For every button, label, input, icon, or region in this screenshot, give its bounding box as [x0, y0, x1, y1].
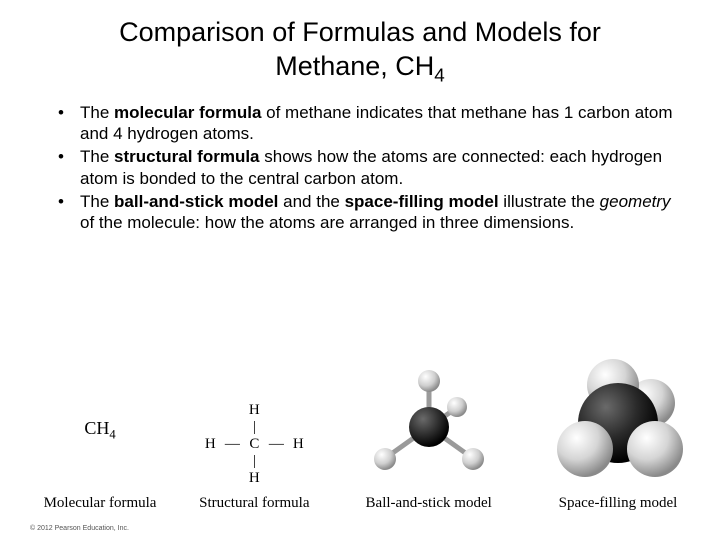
panel-ballstick: Ball-and-stick model: [339, 367, 519, 512]
caption-structural: Structural formula: [199, 495, 309, 512]
bullet-2: The structural formula shows how the ato…: [58, 146, 680, 189]
title-line2-pre: Methane, CH: [275, 51, 434, 81]
models-row: CH4 Molecular formula H | H—C—H | H Stru…: [30, 357, 708, 512]
panel-molecular: CH4 Molecular formula: [30, 418, 170, 512]
molecular-formula: CH4: [84, 418, 115, 443]
caption-spacefill: Space-filling model: [559, 495, 678, 512]
ballstick-svg: [359, 367, 499, 487]
slide: Comparison of Formulas and Models for Me…: [0, 0, 720, 540]
panel-spacefill: Space-filling model: [528, 357, 708, 512]
bullet-1: The molecular formula of methane indicat…: [58, 102, 680, 145]
copyright-text: © 2012 Pearson Education, Inc.: [30, 525, 129, 532]
structural-formula: H | H—C—H | H: [200, 401, 308, 487]
bullet-3: The ball-and-stick model and the space-f…: [58, 191, 680, 234]
caption-molecular: Molecular formula: [44, 495, 157, 512]
caption-ballstick: Ball-and-stick model: [366, 495, 492, 512]
title-line2-sub: 4: [434, 65, 445, 86]
panel-structural: H | H—C—H | H Structural formula: [179, 401, 329, 512]
spacefill-svg: [543, 357, 693, 487]
title-line1: Comparison of Formulas and Models for: [119, 17, 601, 47]
bullet-list: The molecular formula of methane indicat…: [0, 92, 720, 234]
slide-title: Comparison of Formulas and Models for Me…: [0, 0, 720, 92]
